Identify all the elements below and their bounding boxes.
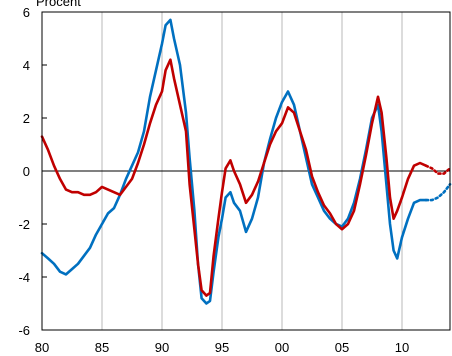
y-tick-label: 0 [23, 164, 30, 179]
x-tick-label: 85 [95, 340, 109, 355]
y-tick-label: 6 [23, 5, 30, 20]
y-axis-unit-label: Procent [36, 0, 81, 9]
series-layer [40, 18, 452, 305]
y-tick-label: -2 [18, 217, 30, 232]
series-2-forecast-line [424, 164, 452, 175]
y-tick-label: -4 [18, 270, 30, 285]
x-tick-label: 95 [215, 340, 229, 355]
y-tick-label: 2 [23, 111, 30, 126]
y-tick-label: 4 [23, 58, 30, 73]
x-tick-label: 90 [155, 340, 169, 355]
y-tick-label: -6 [18, 323, 30, 338]
tick-layer: 80 85 90 95 00 05 10 6 4 2 0 -2 -4 -6 [18, 5, 409, 355]
x-tick-label: 00 [275, 340, 289, 355]
x-tick-label: 10 [395, 340, 409, 355]
series-2-line [40, 58, 428, 297]
series-1-line [40, 18, 428, 305]
series-1-forecast-line [424, 183, 452, 202]
x-tick-label: 80 [35, 340, 49, 355]
x-tick-label: 05 [335, 340, 349, 355]
